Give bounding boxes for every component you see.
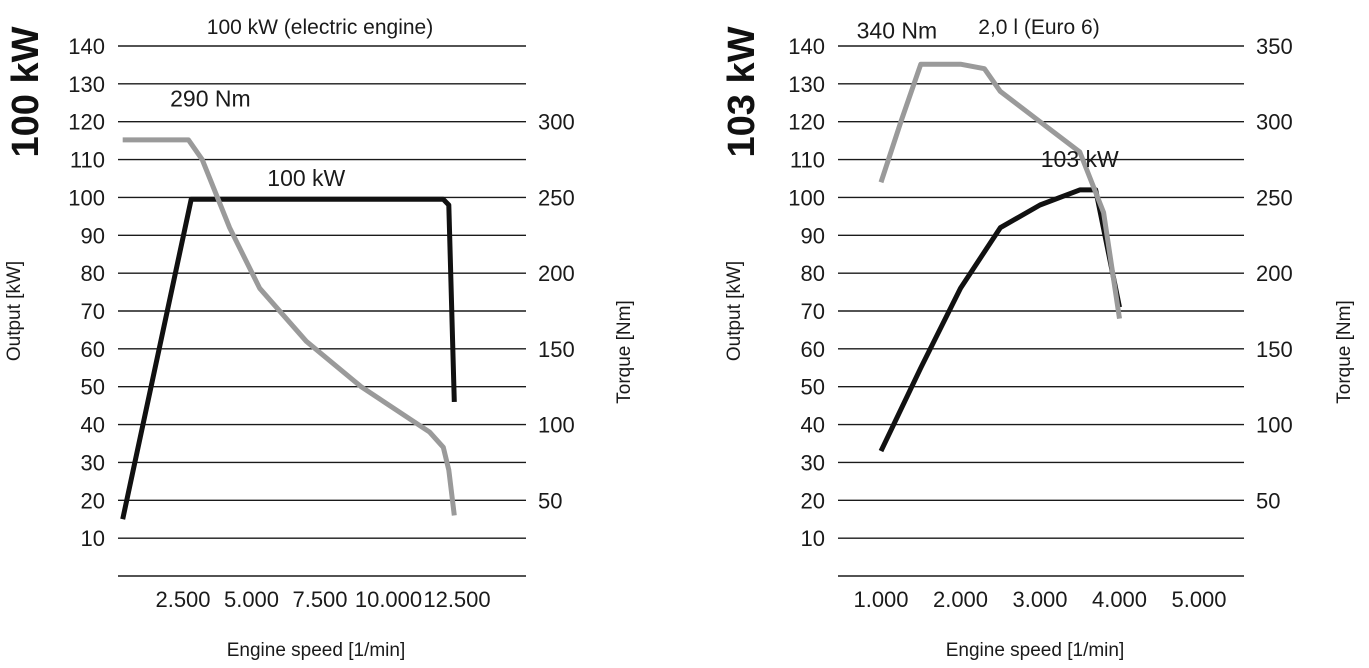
chart2-x-tick-label: 2.000 — [933, 587, 988, 612]
chart1-y-right-tick-label: 100 — [538, 413, 575, 438]
chart2-title: 2,0 l (Euro 6) — [978, 16, 1099, 39]
chart1-annotation: 100 kW — [267, 165, 345, 191]
chart1-y-left-tick-label: 40 — [81, 413, 105, 438]
chart2-y-left-tick-label: 10 — [801, 526, 825, 551]
chart1-torque-line — [122, 137, 457, 516]
chart2-y-left-tick-label: 140 — [788, 34, 825, 59]
chart2-x-axis-label: Engine speed [1/min] — [946, 640, 1125, 661]
chart2-y-left-tick-label: 70 — [801, 299, 825, 324]
chart2-y-left-axis-label: Output [kW] — [724, 261, 745, 361]
chart1-y-left-tick-label: 10 — [81, 526, 105, 551]
chart2-y-left-tick-label: 90 — [801, 223, 825, 248]
chart1-output-line — [120, 196, 457, 520]
chart2-x-tick-label: 5.000 — [1171, 587, 1226, 612]
chart2-y-left-tick-label: 20 — [801, 488, 825, 513]
chart2-y-left-tick-label: 30 — [801, 450, 825, 475]
chart2-annotation: 103 kW — [1041, 146, 1119, 172]
chart1-y-left-tick-label: 70 — [81, 299, 105, 324]
chart1-y-left-tick-label: 110 — [70, 148, 105, 173]
chart1-x-tick-label: 10.000 — [355, 587, 422, 612]
chart1-annotation: 290 Nm — [170, 86, 251, 112]
chart1-y-left-tick-label: 60 — [81, 337, 105, 362]
chart1-y-left-tick-label: 20 — [81, 488, 105, 513]
chart2-torque-line — [878, 61, 1122, 319]
chart2-y-right-tick-label: 250 — [1256, 185, 1293, 210]
chart2-annotation-bg — [853, 19, 941, 42]
chart1-x-tick-label: 7.500 — [292, 587, 347, 612]
chart2-y-right-tick-label: 150 — [1256, 337, 1293, 362]
chart1-x-tick-label: 12.500 — [423, 587, 490, 612]
chart1-y-right-tick-label: 50 — [538, 488, 562, 513]
chart2-y-left-tick-label: 60 — [801, 337, 825, 362]
chart2-output-line — [878, 187, 1122, 453]
chart2-power-heading: 103 kW — [721, 26, 763, 157]
chart1-y-left-tick-label: 100 — [68, 185, 105, 210]
chart1-y-left-tick-label: 90 — [81, 223, 105, 248]
chart1-y-right-tick-label: 150 — [538, 337, 575, 362]
chart2-y-left-tick-label: 120 — [788, 110, 825, 135]
chart2-y-left-tick-label: 40 — [801, 413, 825, 438]
chart2-y-left-tick-label: 50 — [801, 375, 825, 400]
chart2-y-left-tick-label: 110 — [790, 148, 825, 173]
chart1-y-left-tick-label: 130 — [68, 72, 105, 97]
chart1-x-tick-label: 2.500 — [155, 587, 210, 612]
chart1-x-tick-label: 5.000 — [224, 587, 279, 612]
chart2-x-tick-label: 3.000 — [1012, 587, 1067, 612]
chart1-y-right-axis-label: Torque [Nm] — [614, 300, 635, 403]
chart2-y-right-tick-label: 200 — [1256, 261, 1293, 286]
chart2-x-tick-label: 4.000 — [1092, 587, 1147, 612]
chart2-y-right-tick-label: 100 — [1256, 413, 1293, 438]
chart1-y-left-tick-label: 140 — [68, 34, 105, 59]
chart2-y-left-tick-label: 80 — [801, 261, 825, 286]
chart1-title: 100 kW (electric engine) — [207, 16, 433, 39]
chart1-power-heading: 100 kW — [5, 26, 47, 157]
chart2-y-right-tick-label: 300 — [1256, 110, 1293, 135]
chart1-x-axis-label: Engine speed [1/min] — [227, 640, 406, 661]
chart2-x-tick-label: 1.000 — [853, 587, 908, 612]
chart1-y-right-tick-label: 250 — [538, 185, 575, 210]
chart1-y-left-tick-label: 120 — [68, 110, 105, 135]
chart2-y-left-tick-label: 130 — [788, 72, 825, 97]
chart2-y-right-tick-label: 50 — [1256, 488, 1280, 513]
chart1-y-left-tick-label: 50 — [81, 375, 105, 400]
chart1-y-right-tick-label: 200 — [538, 261, 575, 286]
chart1-y-left-tick-label: 80 — [81, 261, 105, 286]
chart2-y-right-axis-label: Torque [Nm] — [1334, 300, 1355, 403]
chart2-y-left-tick-label: 100 — [788, 185, 825, 210]
chart1-y-right-tick-label: 300 — [538, 110, 575, 135]
chart2-y-right-tick-label: 350 — [1256, 34, 1293, 59]
chart2-annotation: 340 Nm — [857, 17, 938, 43]
chart1-y-left-axis-label: Output [kW] — [4, 261, 25, 361]
chart1-y-left-tick-label: 30 — [81, 450, 105, 475]
